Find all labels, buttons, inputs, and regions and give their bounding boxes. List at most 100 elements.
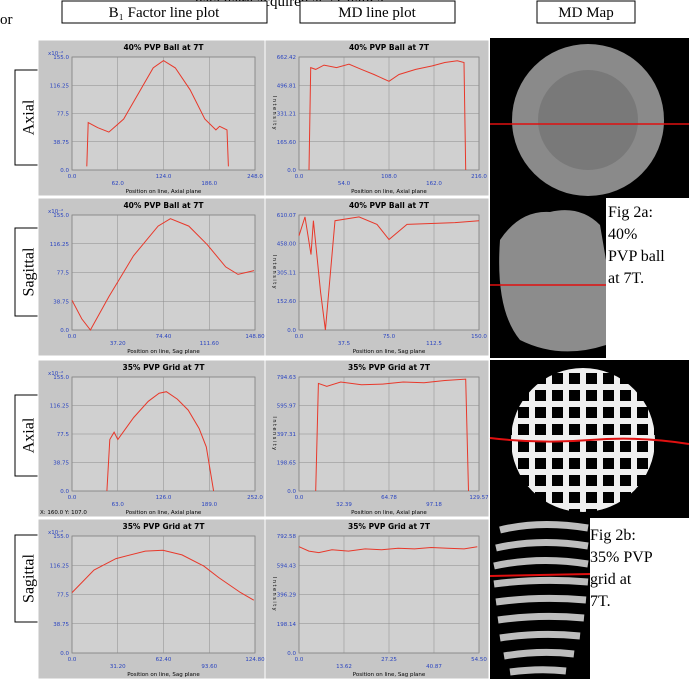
data-line bbox=[308, 60, 467, 171]
x-axis-label: Position on line, Axial plane bbox=[351, 510, 427, 516]
x-tick-label: 13.62 bbox=[336, 664, 352, 670]
y-tick-label: 38.75 bbox=[53, 461, 69, 467]
plot-title: 40% PVP Ball at 7T bbox=[123, 201, 204, 210]
y-tick-label: 152.60 bbox=[277, 299, 297, 305]
x-tick-label: 111.60 bbox=[200, 341, 220, 347]
x-tick-label: 74.40 bbox=[156, 334, 172, 340]
x-tick-label: 40.87 bbox=[426, 664, 442, 670]
data-line bbox=[298, 546, 478, 554]
column-header: MD line plot bbox=[338, 5, 416, 21]
y-tick-label: 396.29 bbox=[277, 593, 297, 599]
header-box bbox=[536, 0, 636, 24]
x-tick-label: 75.0 bbox=[383, 334, 396, 340]
y-tick-label: 331.21 bbox=[277, 112, 296, 118]
x-tick-label: 97.18 bbox=[426, 502, 442, 508]
y-tick-label: 794.63 bbox=[277, 375, 297, 381]
x-tick-label: 162.0 bbox=[426, 181, 442, 187]
row-label: Sagittal bbox=[21, 554, 38, 603]
x-tick-label: 124.0 bbox=[156, 174, 172, 180]
data-line bbox=[298, 216, 480, 331]
x-tick-label: 126.0 bbox=[156, 495, 172, 501]
y-tick-label: 77.5 bbox=[57, 271, 70, 277]
row-label: Sagittal bbox=[21, 247, 38, 296]
y-tick-label: 0.0 bbox=[60, 489, 69, 495]
column-header: MD Map bbox=[558, 5, 613, 21]
y-tick-label: 305.11 bbox=[277, 270, 296, 276]
x-tick-label: 93.60 bbox=[201, 664, 217, 670]
x-tick-label: 216.0 bbox=[471, 174, 487, 180]
y-tick-label: 155.0 bbox=[53, 213, 69, 219]
x-axis-label: Position on line, Sag plane bbox=[353, 349, 426, 355]
y-tick-label: 155.0 bbox=[53, 55, 69, 61]
x-tick-label: 0.0 bbox=[68, 495, 77, 501]
x-tick-label: 27.25 bbox=[381, 657, 397, 663]
left-fragment: or bbox=[0, 12, 13, 28]
x-tick-label: 37.20 bbox=[110, 341, 126, 347]
y-multiplier: x10⁻² bbox=[48, 370, 63, 377]
y-tick-label: 594.43 bbox=[277, 563, 297, 569]
y-tick-label: 595.97 bbox=[277, 404, 297, 410]
data-line bbox=[315, 378, 469, 492]
x-tick-label: 252.0 bbox=[247, 495, 263, 501]
phantom-core bbox=[538, 70, 638, 170]
y-tick-label: 165.60 bbox=[277, 140, 297, 146]
x-tick-label: 32.39 bbox=[336, 502, 352, 508]
figure-caption: 40% bbox=[608, 226, 637, 243]
y-tick-label: 0.0 bbox=[287, 168, 296, 174]
x-axis-label: Position on line, Axial plane bbox=[126, 189, 202, 195]
plot-title: 40% PVP Ball at 7T bbox=[349, 201, 430, 210]
y-tick-label: 662.42 bbox=[277, 55, 296, 61]
x-tick-label: 0.0 bbox=[295, 495, 304, 501]
header-box bbox=[299, 0, 456, 24]
y-tick-label: 116.25 bbox=[50, 83, 70, 89]
x-tick-label: 0.0 bbox=[295, 174, 304, 180]
x-tick-label: 0.0 bbox=[68, 174, 77, 180]
row-label: Axial bbox=[21, 99, 38, 135]
y-tick-label: 0.0 bbox=[60, 328, 69, 334]
y-multiplier: x10⁻² bbox=[48, 50, 63, 57]
x-tick-label: 112.5 bbox=[426, 341, 442, 347]
y-tick-label: 77.5 bbox=[57, 432, 70, 438]
x-axis-label: Position on line, Sag plane bbox=[353, 672, 426, 678]
figure-caption: 7T. bbox=[590, 593, 611, 610]
y-axis-label: Intensity bbox=[271, 416, 277, 451]
y-tick-label: 38.75 bbox=[53, 622, 69, 628]
x-tick-label: 0.0 bbox=[295, 334, 304, 340]
y-multiplier: x10⁻² bbox=[48, 529, 63, 536]
coordinate-readout: X: 160.0 Y: 107.0 bbox=[40, 510, 87, 516]
x-axis-label: Position on line, Sag plane bbox=[127, 349, 200, 355]
x-tick-label: 150.0 bbox=[471, 334, 487, 340]
x-tick-label: 148.80 bbox=[245, 334, 265, 340]
y-multiplier: x10⁻² bbox=[48, 208, 63, 215]
y-tick-label: 77.5 bbox=[57, 593, 70, 599]
plot-title: 35% PVP Grid at 7T bbox=[123, 363, 206, 372]
x-tick-label: 108.0 bbox=[381, 174, 397, 180]
x-tick-label: 54.0 bbox=[338, 181, 351, 187]
y-tick-label: 38.75 bbox=[53, 140, 69, 146]
figure-caption: PVP ball bbox=[608, 248, 665, 265]
data-line bbox=[71, 549, 255, 601]
x-tick-label: 0.0 bbox=[68, 334, 77, 340]
x-tick-label: 62.0 bbox=[112, 181, 125, 187]
header-fragment: data were acquired at 7T with a bbox=[195, 0, 384, 10]
y-tick-label: 0.0 bbox=[60, 168, 69, 174]
plot-title: 35% PVP Grid at 7T bbox=[348, 363, 431, 372]
y-tick-label: 198.65 bbox=[277, 461, 297, 467]
figure-caption: at 7T. bbox=[608, 270, 644, 287]
header-box bbox=[61, 0, 268, 24]
figure-caption: Fig 2a: bbox=[608, 204, 653, 221]
x-tick-label: 37.5 bbox=[338, 341, 351, 347]
y-tick-label: 0.0 bbox=[287, 651, 296, 657]
plot-title: 40% PVP Ball at 7T bbox=[349, 43, 430, 52]
x-tick-label: 186.0 bbox=[201, 181, 217, 187]
x-tick-label: 31.20 bbox=[110, 664, 126, 670]
plot-title: 35% PVP Grid at 7T bbox=[123, 522, 206, 531]
y-tick-label: 38.75 bbox=[53, 299, 69, 305]
x-tick-label: 0.0 bbox=[68, 657, 77, 663]
y-tick-label: 155.0 bbox=[53, 534, 69, 540]
x-tick-label: 62.40 bbox=[156, 657, 172, 663]
x-axis-label: Position on line, Axial plane bbox=[351, 189, 427, 195]
x-tick-label: 189.0 bbox=[201, 502, 217, 508]
x-tick-label: 124.80 bbox=[245, 657, 265, 663]
